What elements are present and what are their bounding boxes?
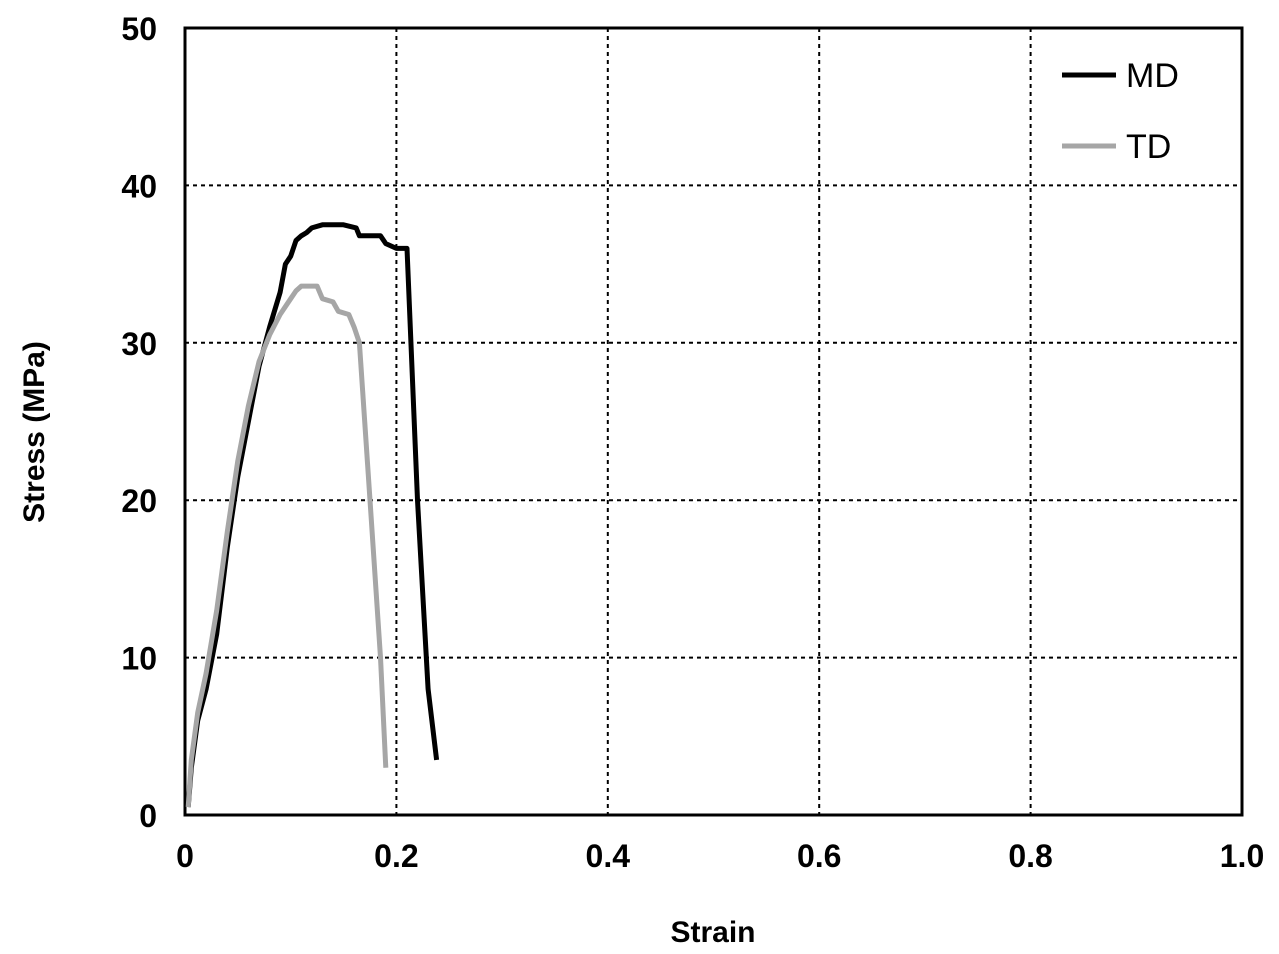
x-axis-title: Strain	[670, 916, 755, 949]
legend-label-td: TD	[1126, 128, 1171, 166]
x-tick-label: 0.8	[1008, 838, 1052, 874]
series-line-td	[185, 283, 389, 808]
x-tick-label: 0.6	[797, 838, 841, 874]
legend: MD TD	[1062, 57, 1179, 166]
legend-label-md: MD	[1126, 57, 1179, 95]
x-tick-labels: 0 0.2 0.4 0.6 0.8 1.0	[176, 838, 1264, 874]
y-tick-label: 30	[121, 326, 157, 362]
plot-frame	[183, 26, 1244, 817]
y-tick-label: 50	[121, 11, 157, 47]
y-tick-label: 0	[139, 798, 157, 834]
y-tick-label: 10	[121, 641, 157, 677]
y-tick-labels: 0 10 20 30 40 50	[121, 11, 157, 834]
x-tick-label: 0.4	[586, 838, 631, 874]
y-axis-title: Stress (MPa)	[18, 341, 51, 523]
y-tick-label: 40	[121, 168, 157, 204]
y-tick-label: 20	[121, 483, 157, 519]
x-tick-label: 0	[176, 838, 194, 874]
series-line-md	[185, 222, 440, 808]
grid-lines	[185, 28, 1242, 815]
series-lines	[185, 222, 440, 808]
x-tick-label: 1.0	[1220, 838, 1264, 874]
x-tick-label: 0.2	[374, 838, 418, 874]
